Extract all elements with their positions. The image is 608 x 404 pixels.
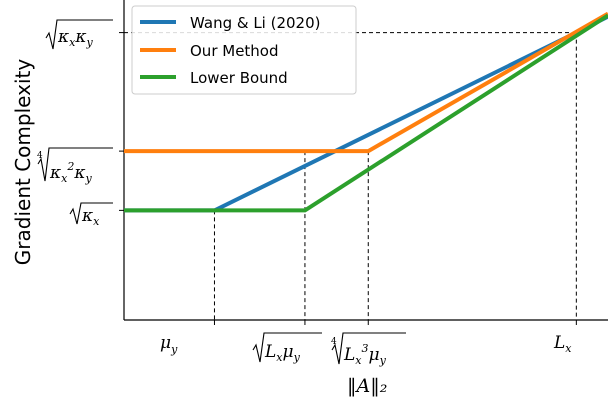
svg-text:κxκy: κxκy (57, 27, 94, 49)
y-axis-label: Gradient Complexity (11, 59, 35, 266)
x-tick-label-mu-y: μy (160, 333, 178, 356)
legend: Wang & Li (2020) Our Method Lower Bound (131, 5, 357, 95)
legend-label-lower-bound: Lower Bound (190, 69, 288, 87)
x-axis-label: ‖A‖₂ (347, 375, 387, 397)
x-tick-label-sqrt-Lx-muy: Lxμy (252, 332, 322, 364)
svg-text:μy: μy (160, 333, 178, 356)
legend-label-our-method: Our Method (190, 42, 279, 60)
series-line-lower-bound (124, 13, 608, 213)
legend-label-wang-li: Wang & Li (2020) (190, 14, 321, 32)
tick-marks (119, 32, 577, 325)
y-tick-label-sqrt-kx: κx (69, 202, 113, 228)
series-line-our-method (124, 11, 608, 154)
svg-text:Lxμy: Lxμy (264, 342, 301, 364)
svg-text:4: 4 (331, 337, 337, 347)
y-tick-label-root4-kx2-ky: 4 κx2κy (37, 147, 113, 185)
y-tick-label-sqrt-kx-ky: κxκy (45, 19, 113, 50)
x-tick-label-L-x: Lx (553, 333, 572, 355)
series-lines (124, 11, 608, 213)
svg-text:κx: κx (81, 206, 100, 228)
svg-text:κx2κy: κx2κy (49, 160, 93, 185)
x-tick-label-root4-Lx3-muy: 4 Lx3μy (331, 332, 406, 367)
svg-text:Lx: Lx (553, 333, 572, 355)
svg-text:Lx3μy: Lx3μy (343, 342, 387, 367)
svg-text:4: 4 (37, 151, 43, 161)
